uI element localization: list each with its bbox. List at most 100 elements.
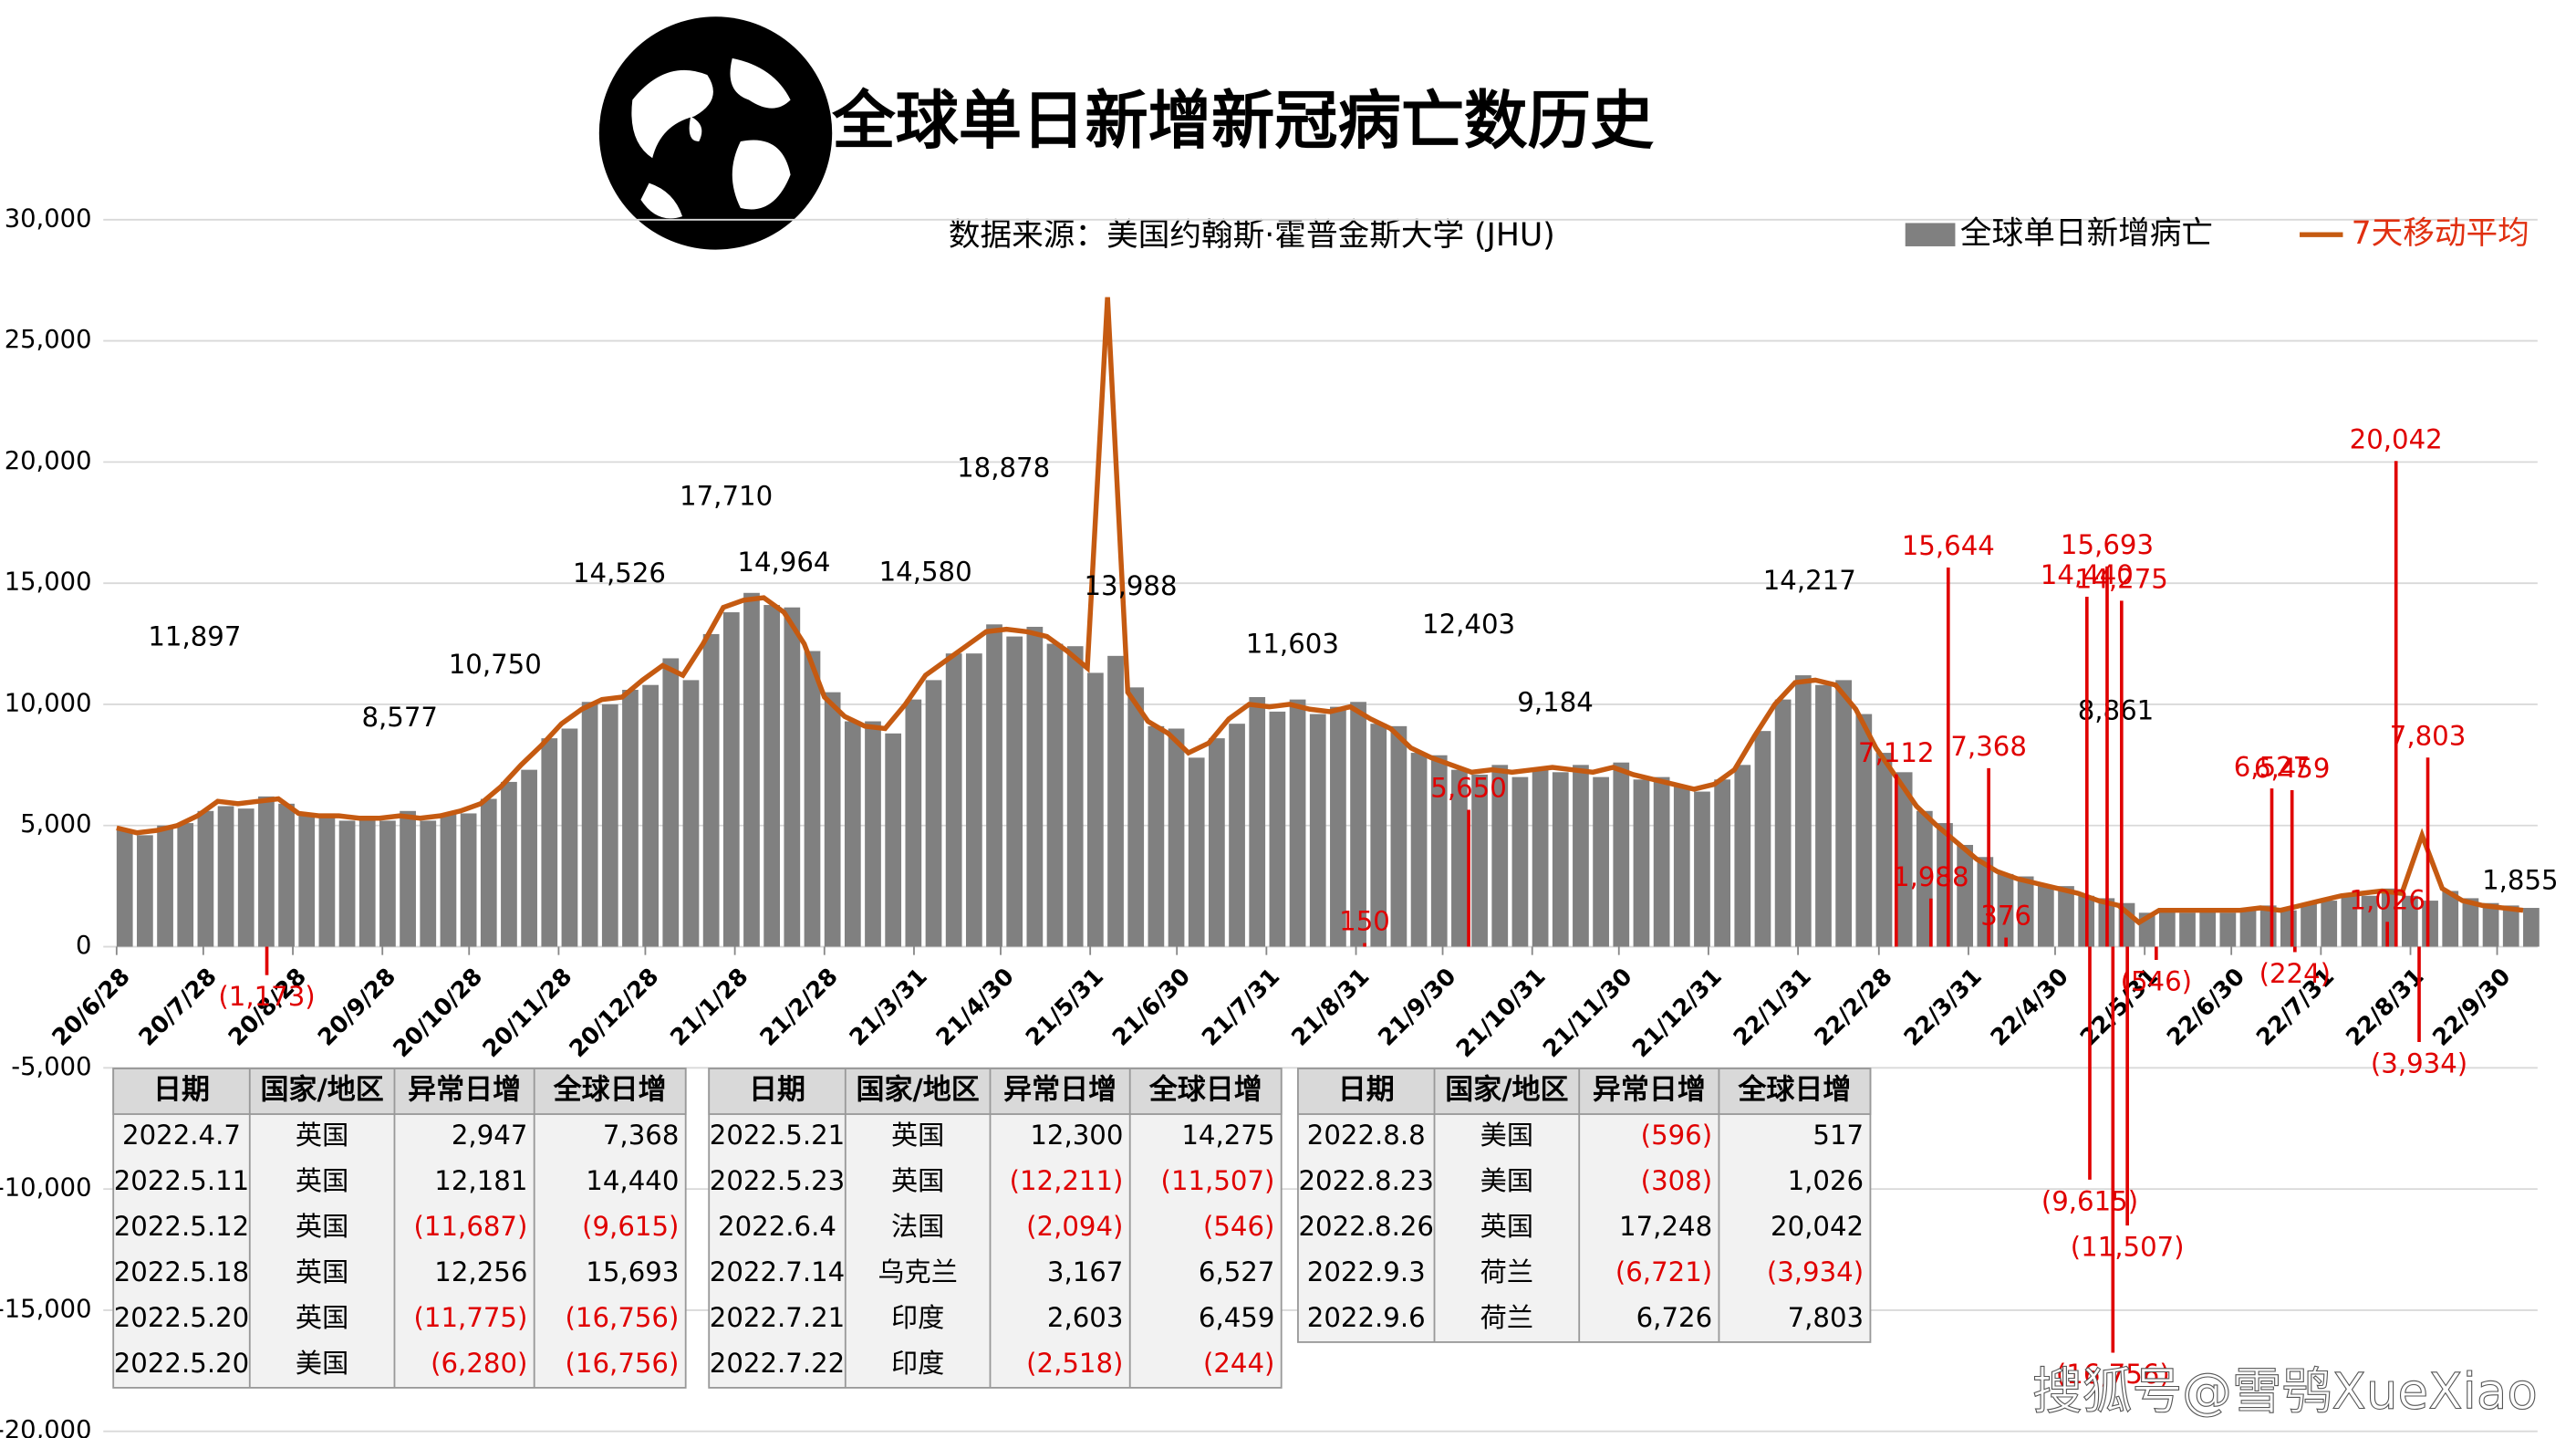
bar: [945, 653, 962, 947]
bar: [1006, 636, 1023, 947]
bar: [1997, 873, 2014, 947]
annotation-label: 14,440: [2041, 559, 2134, 590]
bar: [157, 825, 173, 947]
bar: [1552, 772, 1569, 947]
x-tick-label: 21/6/30: [1107, 963, 1196, 1051]
bar: [338, 820, 356, 947]
annotation-label: 9,184: [1517, 687, 1594, 718]
table-header: 日期: [749, 1074, 805, 1107]
x-tick-label: 21/7/31: [1197, 963, 1285, 1051]
x-tick-label: 22/4/30: [1986, 963, 2074, 1051]
bar: [2462, 898, 2479, 947]
table-cell: (9,615): [582, 1211, 679, 1242]
annotation-label: (11,507): [2071, 1232, 2185, 1263]
table-cell: 英国: [296, 1120, 348, 1151]
annotation-label: 6,527: [2234, 751, 2311, 782]
bar: [2199, 908, 2217, 947]
bar: [1046, 643, 1064, 947]
table-cell: (11,507): [1161, 1165, 1275, 1196]
globe-icon: [598, 16, 833, 250]
x-tick-label: 20/12/28: [565, 963, 665, 1063]
bar: [1511, 776, 1529, 947]
table-header: 国家/地区: [1445, 1074, 1568, 1107]
annotation-label: (1,173): [218, 981, 315, 1012]
annotation-label: 20,042: [2350, 423, 2443, 454]
table-cell: 517: [1813, 1120, 1864, 1151]
bar: [804, 651, 821, 947]
y-tick-label: -15,000: [0, 1295, 91, 1323]
table-cell: 2022.8.23: [1298, 1165, 1433, 1196]
table-cell: 6,527: [1199, 1256, 1275, 1287]
bar: [400, 810, 416, 947]
table-cell: 2022.5.11: [114, 1165, 249, 1196]
annotation-label: 14,580: [879, 556, 972, 587]
legend-swatch: [1905, 223, 1956, 246]
bar: [1451, 769, 1468, 947]
bar: [965, 653, 982, 947]
bar: [601, 703, 618, 947]
annotation-label: 13,988: [1084, 570, 1177, 601]
annotation-label: 7,112: [1858, 737, 1935, 768]
annotation-label: 12,403: [1422, 609, 1515, 640]
x-tick-label: 20/9/28: [313, 963, 401, 1051]
bar: [541, 738, 558, 947]
bar: [1229, 724, 1245, 947]
bar: [1593, 776, 1609, 947]
bar: [521, 769, 537, 947]
table-cell: (16,756): [566, 1348, 680, 1379]
bar: [1491, 765, 1509, 947]
table-cell: 英国: [1480, 1211, 1533, 1242]
bar: [1794, 675, 1812, 947]
annotation-label: 1,855: [2482, 864, 2559, 895]
table-cell: 荷兰: [1480, 1256, 1533, 1287]
table-header: 全球日增: [1148, 1074, 1262, 1107]
x-tick-label: 21/5/31: [1021, 963, 1109, 1051]
table-cell: (11,687): [414, 1211, 528, 1242]
table-cell: 7,368: [603, 1120, 680, 1151]
x-tick-label: 22/2/28: [1809, 963, 1897, 1051]
subtitle: 数据来源：美国约翰斯·霍普金斯大学 (JHU): [949, 217, 1555, 254]
bar: [2402, 895, 2418, 947]
table-cell: 荷兰: [1480, 1302, 1533, 1333]
annotation-label: 18,878: [957, 452, 1050, 483]
bar: [1330, 706, 1346, 947]
table-header: 异常日增: [1593, 1074, 1706, 1107]
table-cell: 2022.5.20: [114, 1348, 249, 1379]
x-tick-label: 21/4/30: [931, 963, 1020, 1051]
x-tick-label: 22/8/31: [2341, 963, 2429, 1051]
annotation-label: 14,275: [2075, 564, 2168, 595]
table-header: 全球日增: [1737, 1074, 1851, 1107]
bar: [501, 781, 517, 947]
bar: [217, 806, 234, 947]
bar: [1633, 779, 1650, 947]
x-tick-label: 20/10/28: [388, 963, 488, 1063]
bar: [722, 612, 740, 947]
table-cell: 2022.9.6: [1307, 1302, 1426, 1333]
table-cell: 17,248: [1619, 1211, 1712, 1242]
bar: [1370, 724, 1387, 947]
bar: [1694, 791, 1710, 947]
bar: [1875, 753, 1893, 947]
bar: [177, 823, 194, 947]
table-cell: 15,693: [586, 1256, 679, 1287]
table-cell: 3,167: [1047, 1256, 1124, 1287]
table-cell: (2,094): [1026, 1211, 1123, 1242]
table-cell: 2022.8.8: [1307, 1120, 1426, 1151]
table-cell: 印度: [891, 1348, 944, 1379]
bar: [1127, 687, 1145, 947]
bar: [1390, 725, 1407, 947]
annotation-label: (9,615): [2041, 1185, 2138, 1216]
table-cell: 乌克兰: [878, 1256, 958, 1287]
table-cell: 2022.4.7: [122, 1120, 241, 1151]
bar: [278, 803, 295, 947]
bar: [2239, 910, 2257, 947]
bar: [1734, 765, 1751, 947]
bar: [1532, 767, 1549, 947]
bar: [379, 820, 396, 947]
table-cell: 英国: [296, 1211, 348, 1242]
bar: [460, 813, 477, 947]
bar: [1107, 655, 1124, 947]
bar: [844, 721, 861, 947]
bar: [1066, 646, 1084, 947]
x-tick-label: 22/9/30: [2427, 963, 2516, 1051]
